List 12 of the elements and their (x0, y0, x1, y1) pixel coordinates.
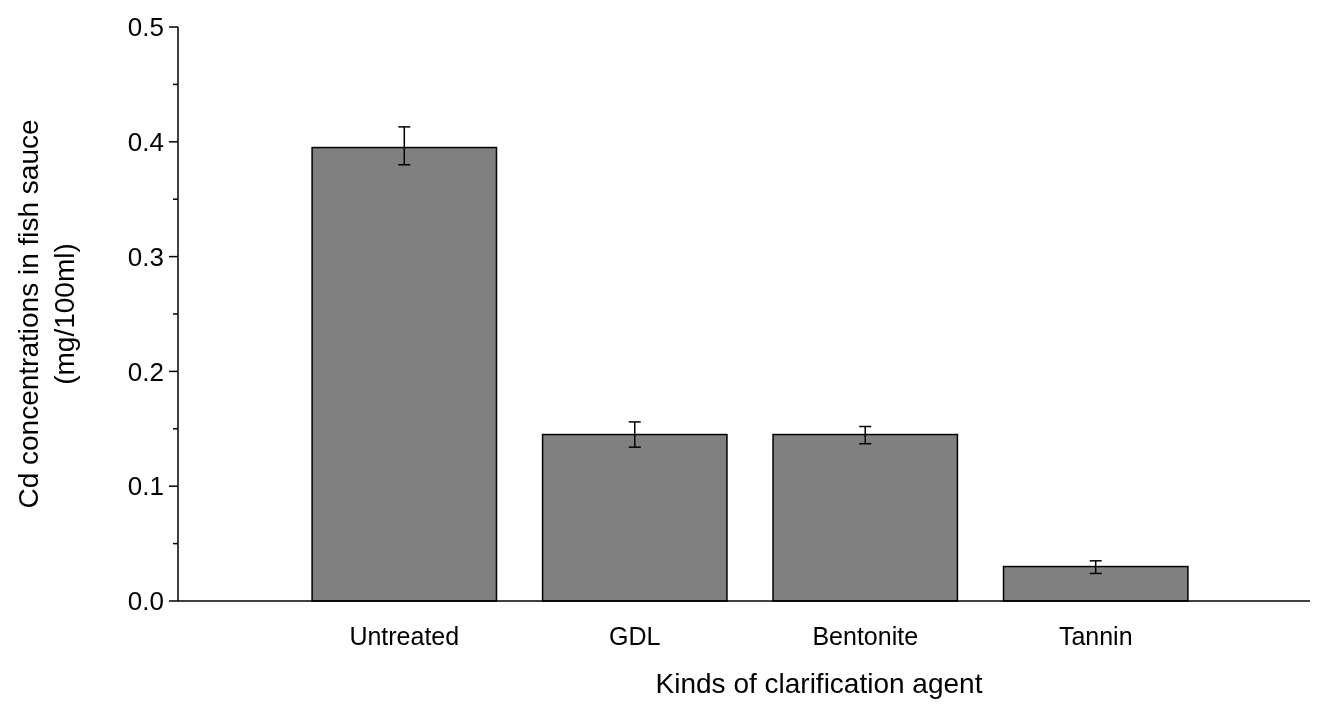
x-tick-label: Tannin (1058, 622, 1133, 650)
x-axis-title: Kinds of clarification agent (655, 668, 983, 699)
y-tick-label: 0.4 (127, 126, 164, 157)
x-tick-label: Untreated (349, 622, 460, 650)
y-tick-label: 0.0 (127, 586, 164, 617)
y-axis-title: Cd concentrations in fish sauce (mg/100ml) (13, 119, 80, 509)
y-tick-label: 0.3 (127, 241, 164, 272)
x-tick-label: GDL (609, 622, 661, 650)
y-tick-label: 0.2 (127, 356, 164, 387)
y-tick-label: 0.1 (127, 471, 164, 502)
y-tick-label: 0.5 (127, 12, 164, 43)
x-tick-label: Bentonite (812, 622, 919, 650)
